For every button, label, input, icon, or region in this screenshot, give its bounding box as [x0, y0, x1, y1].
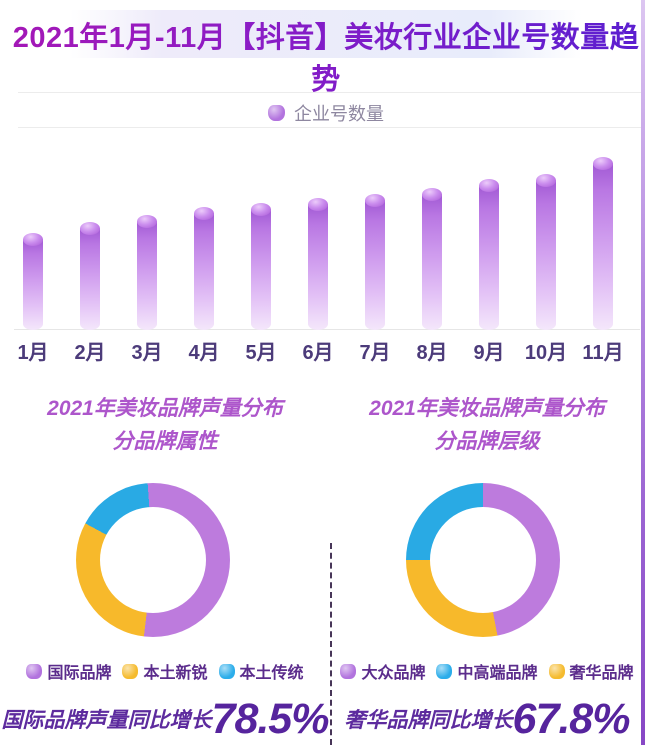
divider-line-top	[18, 92, 644, 93]
bar-body	[593, 163, 613, 330]
x-axis-label-9月: 9月	[473, 342, 505, 364]
bar-9月	[479, 179, 499, 330]
left-donut-legend: 国际品牌 本土新锐 本土传统	[0, 660, 330, 682]
bar-cap	[308, 198, 328, 211]
legend-marker-icon	[436, 663, 453, 679]
legend-item-label: 本土传统	[239, 665, 304, 682]
bar-7月	[365, 194, 385, 330]
bar-10月	[536, 174, 556, 330]
x-axis-label-3月: 3月	[131, 342, 163, 364]
bar-cap	[479, 179, 499, 192]
bar-cap	[365, 194, 385, 207]
legend-marker-icon	[218, 663, 235, 679]
left-growth-value: 78.5%	[211, 694, 330, 743]
right-donut-legend: 大众品牌 中高端品牌 奢华品牌	[322, 660, 652, 682]
right-section-title: 2021年美妆品牌声量分布 分品牌层级	[322, 392, 652, 458]
bar-8月	[422, 188, 442, 330]
bar-cap	[536, 174, 556, 187]
bar-body	[308, 204, 328, 330]
right-section-title-line1: 2021年美妆品牌声量分布	[369, 397, 605, 420]
x-axis-label-10月: 10月	[524, 342, 568, 364]
donut-chart-brand-tier	[406, 483, 560, 637]
legend-item-大众品牌: 大众品牌	[340, 659, 425, 683]
title-background-band	[70, 10, 582, 58]
bar-2月	[80, 222, 100, 330]
legend-marker-icon	[548, 663, 565, 679]
bar-cap	[137, 215, 157, 228]
bar-6月	[308, 198, 328, 330]
x-axis-label-5月: 5月	[245, 342, 277, 364]
dashed-section-divider	[330, 543, 332, 745]
legend-marker-icon	[122, 663, 139, 679]
bar-cap	[422, 188, 442, 201]
bar-body	[422, 194, 442, 330]
left-growth-stat: 国际品牌声量同比增长 78.5%	[0, 694, 330, 744]
bar-cap	[23, 233, 43, 246]
donut-chart-brand-attribute	[76, 483, 230, 637]
bar-body	[365, 200, 385, 330]
legend-item-奢华品牌: 奢华品牌	[548, 659, 634, 683]
bar-body	[251, 209, 271, 330]
left-section-title-line2: 分品牌属性	[112, 430, 218, 453]
bar-chart-baseline	[14, 329, 640, 330]
bar-body	[194, 213, 214, 330]
left-section-title-line1: 2021年美妆品牌声量分布	[47, 397, 283, 420]
right-edge-accent-border	[641, 0, 645, 745]
divider-line-bottom	[18, 127, 644, 128]
bar-11月	[593, 157, 613, 330]
legend-label: 企业号数量	[294, 104, 384, 124]
bar-body	[23, 239, 43, 330]
legend-item-国际品牌: 国际品牌	[26, 659, 111, 683]
right-growth-stat: 奢华品牌同比增长 67.8%	[322, 694, 652, 744]
right-section-title-line2: 分品牌层级	[434, 430, 540, 453]
legend-item-本土新锐: 本土新锐	[122, 659, 208, 683]
bar-4月	[194, 207, 214, 330]
bar-cap	[251, 203, 271, 216]
bar-body	[80, 228, 100, 330]
bar-body	[137, 221, 157, 330]
bar-chart-legend: 企业号数量	[0, 100, 652, 126]
right-growth-value: 67.8%	[512, 694, 631, 743]
bar-cap	[80, 222, 100, 235]
x-axis-label-7月: 7月	[359, 342, 391, 364]
x-axis-label-2月: 2月	[74, 342, 106, 364]
bar-body	[479, 185, 499, 330]
left-section-title: 2021年美妆品牌声量分布 分品牌属性	[0, 392, 330, 458]
page-title: 2021年1月-11月【抖音】美妆行业企业号数量趋势	[0, 14, 652, 98]
bar-3月	[137, 215, 157, 330]
legend-item-label: 本土新锐	[143, 665, 208, 682]
bar-1月	[23, 233, 43, 330]
legend-item-label: 奢华品牌	[569, 665, 634, 682]
legend-item-label: 大众品牌	[361, 665, 426, 682]
x-axis-label-6月: 6月	[302, 342, 334, 364]
bar-cap	[593, 157, 613, 170]
bar-body	[536, 180, 556, 330]
x-axis-label-1月: 1月	[17, 342, 49, 364]
legend-item-label: 国际品牌	[47, 665, 112, 682]
legend-marker-purple-icon	[268, 105, 285, 121]
x-axis-label-11月: 11月	[582, 342, 624, 364]
left-growth-label: 国际品牌声量同比增长	[1, 709, 212, 732]
bar-cap	[194, 207, 214, 220]
x-axis-label-4月: 4月	[188, 342, 220, 364]
legend-marker-icon	[340, 663, 357, 679]
bar-5月	[251, 203, 271, 330]
legend-item-中高端品牌: 中高端品牌	[436, 659, 538, 683]
legend-marker-icon	[26, 663, 43, 679]
x-axis-label-8月: 8月	[416, 342, 448, 364]
legend-item-label: 中高端品牌	[457, 665, 538, 682]
right-growth-label: 奢华品牌同比增长	[344, 709, 513, 732]
legend-item-本土传统: 本土传统	[218, 659, 304, 683]
